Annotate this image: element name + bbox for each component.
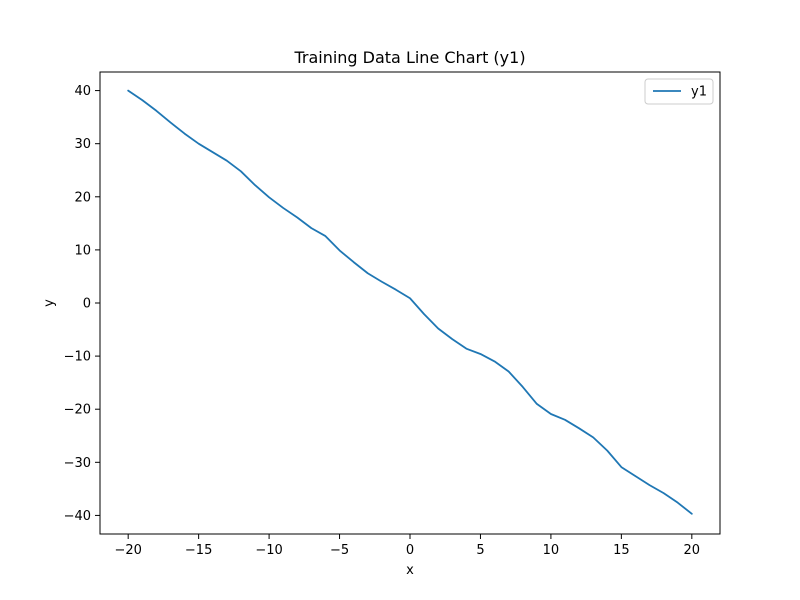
x-tick-label: 5 xyxy=(476,543,484,558)
y-axis-label: y xyxy=(42,299,57,307)
y-tick-label: 40 xyxy=(74,84,91,99)
chart-title: Training Data Line Chart (y1) xyxy=(293,48,525,67)
legend-label: y1 xyxy=(691,85,707,100)
x-tick-label: −10 xyxy=(255,543,282,558)
x-tick-label: 10 xyxy=(543,543,560,558)
x-tick-label: 0 xyxy=(406,543,414,558)
plot-frame xyxy=(99,71,721,535)
x-tick-label: −5 xyxy=(330,543,349,558)
y-tick-label: −20 xyxy=(64,403,91,418)
y-tick-label: −30 xyxy=(64,456,91,471)
x-axis-label: x xyxy=(406,563,414,578)
x-tick-label: −15 xyxy=(185,543,212,558)
y-tick-label: 10 xyxy=(74,243,91,258)
x-tick-label: −20 xyxy=(114,543,141,558)
x-tick-label: 15 xyxy=(613,543,630,558)
legend: y1 xyxy=(644,78,714,105)
series-line xyxy=(127,89,693,515)
x-tick-label: 20 xyxy=(684,543,701,558)
y-tick-label: 0 xyxy=(83,297,91,312)
plot-layer xyxy=(127,89,693,515)
y-tick-label: −40 xyxy=(64,509,91,524)
y-tick-label: −10 xyxy=(64,350,91,365)
y-tick-label: 20 xyxy=(74,190,91,205)
axes-layer: −20 −15 −10 −5 0 5 10 15 20 −40 −30 −20 −10 0 10 20 30 40 xyxy=(64,71,721,558)
y-tick-label: 30 xyxy=(74,137,91,152)
